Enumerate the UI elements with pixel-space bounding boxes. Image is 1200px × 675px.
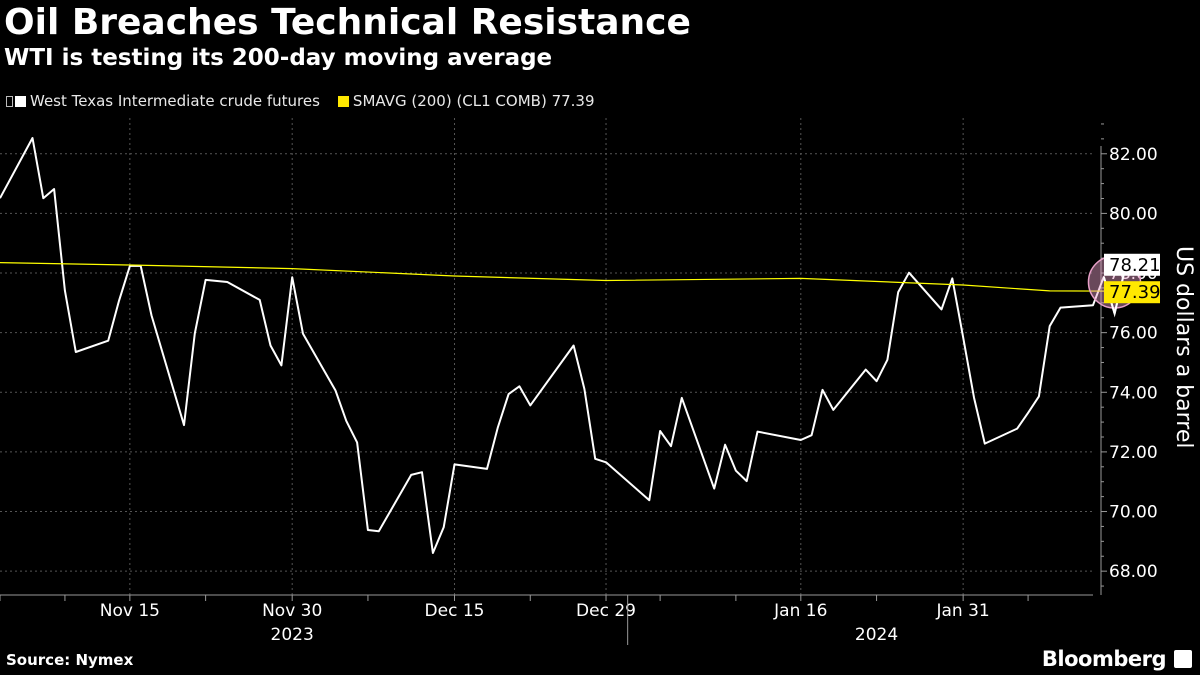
x-tick-label: Jan 31 <box>936 601 990 621</box>
year-label: 2024 <box>855 625 898 645</box>
last-value-label-wti: 78.21 <box>1109 255 1161 276</box>
legend-label-wti: West Texas Intermediate crude futures <box>30 92 320 110</box>
series-line-wti <box>0 137 1127 554</box>
chart-title: Oil Breaches Technical Resistance <box>4 2 691 43</box>
x-tick-label: Jan 16 <box>773 601 827 621</box>
legend: West Texas Intermediate crude futures SM… <box>6 92 613 110</box>
y-axis-label: US dollars a barrel <box>1171 246 1196 449</box>
y-tick-label: 82.00 <box>1109 145 1158 165</box>
y-tick-label: 80.00 <box>1109 204 1158 224</box>
last-value-label-smavg: 77.39 <box>1109 282 1161 303</box>
y-tick-label: 68.00 <box>1109 562 1158 582</box>
x-tick-label: Dec 15 <box>425 601 485 621</box>
y-tick-label: 70.00 <box>1109 503 1158 523</box>
legend-item-wti: West Texas Intermediate crude futures <box>6 92 320 110</box>
x-tick-label: Nov 30 <box>262 601 322 621</box>
x-tick-label: Nov 15 <box>100 601 160 621</box>
year-label: 2023 <box>271 625 314 645</box>
legend-line-icon <box>6 95 13 107</box>
last-value-label-smavg-box <box>1104 281 1160 304</box>
legend-swatch-yellow <box>337 95 349 107</box>
source-note: Source: Nymex <box>6 651 134 669</box>
legend-swatch-white <box>15 95 26 107</box>
y-tick-label: 76.00 <box>1109 324 1158 344</box>
legend-label-smavg: SMAVG (200) (CL1 COMB) 77.39 <box>352 92 595 110</box>
y-tick-label: 72.00 <box>1109 443 1158 463</box>
brand-logo: Bloomberg <box>1041 647 1167 671</box>
bloomberg-terminal-icon <box>1174 650 1192 668</box>
x-tick-label: Dec 29 <box>576 601 636 621</box>
last-value-label-wti-box <box>1104 253 1160 276</box>
y-tick-label: 74.00 <box>1109 383 1158 403</box>
chart-subtitle: WTI is testing its 200-day moving averag… <box>4 45 553 71</box>
series-line-smavg <box>0 262 1126 292</box>
legend-item-smavg: SMAVG (200) (CL1 COMB) 77.39 <box>337 92 595 110</box>
